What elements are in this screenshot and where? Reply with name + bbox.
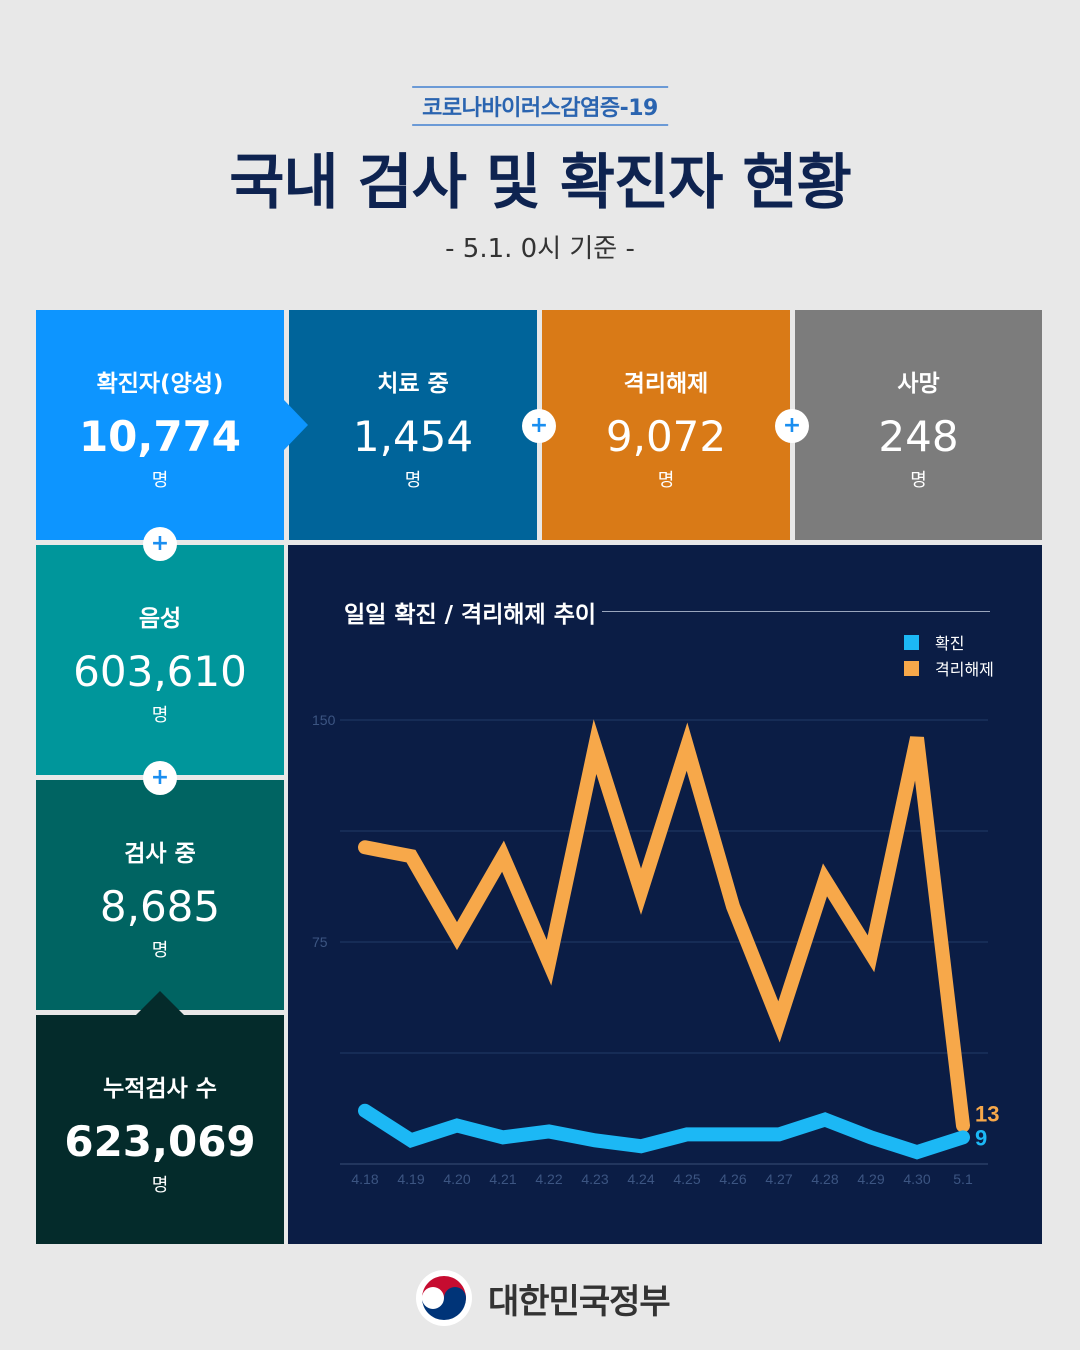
stat-treatment: 치료 중 1,454 명: [289, 310, 537, 540]
plus-icon: +: [775, 409, 809, 443]
stat-treatment-value: 1,454: [352, 412, 474, 461]
x-tick-label: 4.19: [397, 1171, 424, 1187]
series-line-released: [358, 719, 970, 1133]
x-tick-label: 5.1: [953, 1171, 973, 1187]
reference-date: - 5.1. 0시 기준 -: [445, 234, 635, 264]
stat-deaths-unit: 명: [910, 470, 927, 491]
y-tick-label: 150: [312, 712, 336, 728]
stat-released-label: 격리해제: [623, 371, 709, 397]
stat-negative-label: 음성: [138, 606, 182, 632]
legend-label-confirmed: 확진: [935, 634, 965, 653]
stat-testing-unit: 명: [151, 940, 169, 961]
x-tick-label: 4.22: [535, 1171, 562, 1187]
stat-deaths: 사망 248 명: [795, 310, 1042, 540]
x-tick-label: 4.18: [351, 1171, 378, 1187]
legend-item-released: 격리해제: [904, 655, 994, 681]
plus-icon: +: [143, 527, 177, 561]
stat-confirmed-unit: 명: [151, 470, 169, 491]
stat-total-unit: 명: [151, 1175, 169, 1196]
chart-legend: 확진 격리해제: [904, 629, 994, 681]
x-tick-label: 4.21: [489, 1171, 516, 1187]
stat-treatment-label: 치료 중: [377, 371, 449, 397]
x-tick-label: 4.29: [857, 1171, 884, 1187]
x-tick-label: 4.26: [719, 1171, 746, 1187]
line-chart: 150 75 4.18 4.19 4.20 4.21 4.22 4.23 4.24 4.25 4.2…: [312, 712, 999, 1187]
x-tick-label: 4.28: [811, 1171, 838, 1187]
stat-negative-unit: 명: [151, 705, 169, 726]
stat-testing: 검사 중 8,685 명: [36, 780, 284, 1010]
x-tick-label: 4.30: [903, 1171, 930, 1187]
x-tick-label: 4.20: [443, 1171, 470, 1187]
series-line-confirmed: [358, 1103, 970, 1160]
stat-deaths-value: 248: [878, 412, 959, 461]
x-tick-label: 4.25: [673, 1171, 700, 1187]
stat-released-unit: 명: [657, 470, 675, 491]
government-name: 대한민국정부: [488, 1281, 671, 1322]
arrow-up-icon: [136, 991, 184, 1015]
plus-icon: +: [522, 409, 556, 443]
end-value-label: 13: [975, 1102, 999, 1127]
stat-deaths-label: 사망: [897, 371, 940, 397]
plus-icon: +: [143, 761, 177, 795]
chart-title: 일일 확진 / 격리해제 추이: [344, 602, 597, 628]
stat-treatment-unit: 명: [404, 470, 422, 491]
page-title: 국내 검사 및 확진자 현황: [229, 148, 852, 218]
legend-label-released: 격리해제: [935, 660, 994, 679]
stat-negative: 음성 603,610 명: [36, 545, 284, 775]
x-tick-label: 4.27: [765, 1171, 792, 1187]
end-value-label: 9: [975, 1125, 987, 1150]
stat-total-label: 누적검사 수: [103, 1076, 217, 1102]
legend-swatch-released: [904, 660, 919, 676]
stat-total: 누적검사 수 623,069 명: [36, 1015, 284, 1244]
stat-confirmed: 확진자(양성) 10,774 명: [36, 310, 284, 540]
stat-testing-value: 8,685: [99, 882, 221, 931]
chart-title-divider: [602, 611, 990, 612]
x-tick-label: 4.23: [581, 1171, 608, 1187]
government-logo-icon: [416, 1270, 472, 1326]
stat-total-value: 623,069: [64, 1117, 256, 1166]
stat-negative-value: 603,610: [73, 647, 247, 696]
y-tick-label: 75: [312, 934, 328, 950]
legend-item-confirmed: 확진: [904, 629, 994, 655]
legend-swatch-confirmed: [904, 634, 919, 650]
stat-released-value: 9,072: [605, 412, 727, 461]
footer: 대한민국정부: [414, 1268, 671, 1328]
stat-testing-label: 검사 중: [124, 841, 196, 867]
stat-confirmed-value: 10,774: [78, 412, 242, 461]
stat-released: 격리해제 9,072 명: [542, 310, 790, 540]
stat-confirmed-label: 확진자(양성): [96, 371, 224, 397]
chart-panel: 일일 확진 / 격리해제 추이 확진 격리해제 150 75 4.18 4.19 4.2…: [288, 545, 1042, 1244]
category-subtitle: 코로나바이러스감염증-19: [412, 86, 668, 126]
x-tick-label: 4.24: [627, 1171, 654, 1187]
arrow-right-icon: [284, 400, 308, 450]
